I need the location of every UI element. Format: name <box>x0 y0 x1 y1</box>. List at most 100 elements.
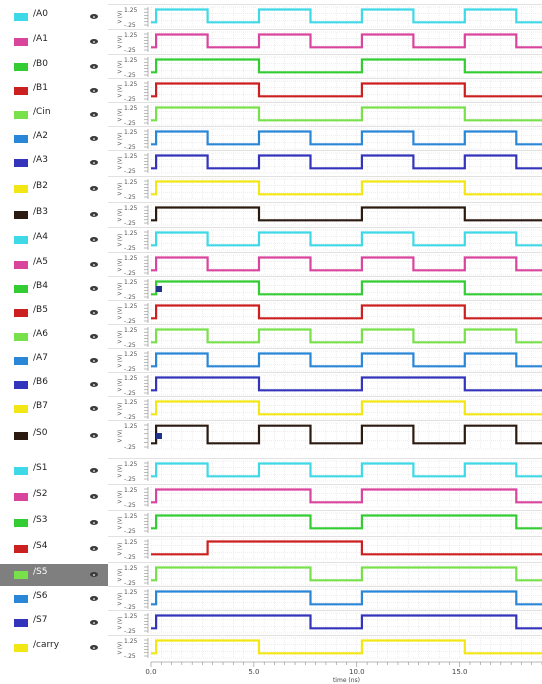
eye-icon[interactable] <box>90 262 98 267</box>
eye-icon[interactable] <box>90 237 98 242</box>
signal-label: /B4 <box>33 281 48 291</box>
eye-icon[interactable] <box>90 88 98 93</box>
signal-color-swatch <box>14 405 28 413</box>
eye-icon[interactable] <box>90 358 98 363</box>
y-tick-label: 1.25 <box>124 461 138 468</box>
signal-label: /A5 <box>33 257 48 267</box>
signal-row-a5[interactable]: /A5 <box>0 254 108 276</box>
y-tick-label: 1.25 <box>124 303 138 310</box>
y-axis-label: V (V) <box>118 543 124 556</box>
signal-row-s0[interactable]: /S0 <box>0 425 108 447</box>
eye-icon[interactable] <box>90 406 98 411</box>
signal-row-a1[interactable]: /A1 <box>0 31 108 53</box>
signal-row-b0[interactable]: /B0 <box>0 56 108 78</box>
eye-icon[interactable] <box>90 382 98 387</box>
y-axis-label: V (V) <box>118 331 124 344</box>
y-tick-label: 1.25 <box>124 205 138 212</box>
x-tick-label: 5.0 <box>248 668 259 676</box>
eye-icon[interactable] <box>90 433 98 438</box>
signal-label: /B2 <box>33 181 48 191</box>
signal-row-a3[interactable]: /A3 <box>0 152 108 174</box>
signal-row-a2[interactable]: /A2 <box>0 128 108 150</box>
y-tick-label: 1.25 <box>124 399 138 406</box>
signal-label: /A3 <box>33 155 48 165</box>
signal-row-a4[interactable]: /A4 <box>0 229 108 251</box>
signal-row-cin[interactable]: /Cin <box>0 104 108 126</box>
y-axis-label: V (V) <box>118 36 124 49</box>
eye-icon[interactable] <box>90 596 98 601</box>
y-tick-label: -.25 <box>124 72 136 79</box>
signal-row-a6[interactable]: /A6 <box>0 326 108 348</box>
eye-icon[interactable] <box>90 572 98 577</box>
signal-row-b3[interactable]: /B3 <box>0 204 108 226</box>
y-axis-label: V (V) <box>118 379 124 392</box>
signal-row-b2[interactable]: /B2 <box>0 178 108 200</box>
y-tick-label: 1.25 <box>124 57 138 64</box>
signal-row-b4[interactable]: /B4 <box>0 278 108 300</box>
y-axis-label: V (V) <box>118 283 124 296</box>
signal-row-b5[interactable]: /B5 <box>0 302 108 324</box>
y-tick-label: -.25 <box>124 22 136 29</box>
eye-icon[interactable] <box>90 286 98 291</box>
eye-icon[interactable] <box>90 39 98 44</box>
signal-row-a7[interactable]: /A7 <box>0 350 108 372</box>
eye-icon[interactable] <box>90 212 98 217</box>
x-axis-label: time (ns) <box>333 677 360 684</box>
eye-icon[interactable] <box>90 645 98 650</box>
eye-icon[interactable] <box>90 468 98 473</box>
x-tick-label: 0.0 <box>145 668 156 676</box>
waveform-s2 <box>151 488 542 504</box>
signal-color-swatch <box>14 644 28 652</box>
signal-row-s4[interactable]: /S4 <box>0 538 108 560</box>
eye-icon[interactable] <box>90 334 98 339</box>
eye-icon[interactable] <box>90 14 98 19</box>
signal-row-s1[interactable]: /S1 <box>0 460 108 482</box>
eye-icon[interactable] <box>90 186 98 191</box>
y-tick-label: -.25 <box>124 628 136 635</box>
eye-icon[interactable] <box>90 546 98 551</box>
eye-icon[interactable] <box>90 112 98 117</box>
signal-row-b7[interactable]: /B7 <box>0 398 108 420</box>
signal-row-b6[interactable]: /B6 <box>0 374 108 396</box>
y-tick-label: 1.25 <box>124 105 138 112</box>
waveform-cin <box>151 106 542 122</box>
y-axis-label: V (V) <box>118 85 124 98</box>
signal-color-swatch <box>14 333 28 341</box>
y-axis-label: V (V) <box>118 11 124 24</box>
y-tick-label: 1.25 <box>124 423 138 430</box>
signal-row-b1[interactable]: /B1 <box>0 80 108 102</box>
signal-row-s5[interactable]: /S5 <box>0 564 108 586</box>
signal-color-swatch <box>14 619 28 627</box>
signal-color-swatch <box>14 185 28 193</box>
eye-icon[interactable] <box>90 494 98 499</box>
eye-icon[interactable] <box>90 160 98 165</box>
y-tick-label: 1.25 <box>124 351 138 358</box>
y-tick-label: -.25 <box>124 144 136 151</box>
signal-row-s3[interactable]: /S3 <box>0 512 108 534</box>
eye-icon[interactable] <box>90 620 98 625</box>
y-tick-label: -.25 <box>124 528 136 535</box>
waveform-carry <box>151 639 542 655</box>
waveform-a5 <box>151 256 542 272</box>
eye-icon[interactable] <box>90 136 98 141</box>
signal-label: /S5 <box>33 567 48 577</box>
signal-label: /B1 <box>33 83 48 93</box>
eye-icon[interactable] <box>90 64 98 69</box>
y-tick-label: 1.25 <box>124 375 138 382</box>
signal-row-a0[interactable]: /A0 <box>0 6 108 28</box>
eye-icon[interactable] <box>90 520 98 525</box>
y-axis-label: V (V) <box>118 183 124 196</box>
waveform-b2 <box>151 180 542 196</box>
signal-row-s7[interactable]: /S7 <box>0 612 108 634</box>
signal-row-carry[interactable]: /carry <box>0 637 108 659</box>
eye-icon[interactable] <box>90 310 98 315</box>
signal-row-s6[interactable]: /S6 <box>0 588 108 610</box>
signal-color-swatch <box>14 519 28 527</box>
signal-color-swatch <box>14 285 28 293</box>
signal-color-swatch <box>14 309 28 317</box>
signal-label: /S2 <box>33 489 48 499</box>
signal-row-s2[interactable]: /S2 <box>0 486 108 508</box>
y-axis-label: V (V) <box>118 617 124 630</box>
y-axis-label: V (V) <box>118 465 124 478</box>
signal-label: /B3 <box>33 207 48 217</box>
